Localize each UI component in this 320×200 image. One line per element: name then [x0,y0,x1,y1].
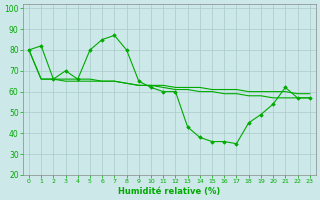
X-axis label: Humidité relative (%): Humidité relative (%) [118,187,220,196]
